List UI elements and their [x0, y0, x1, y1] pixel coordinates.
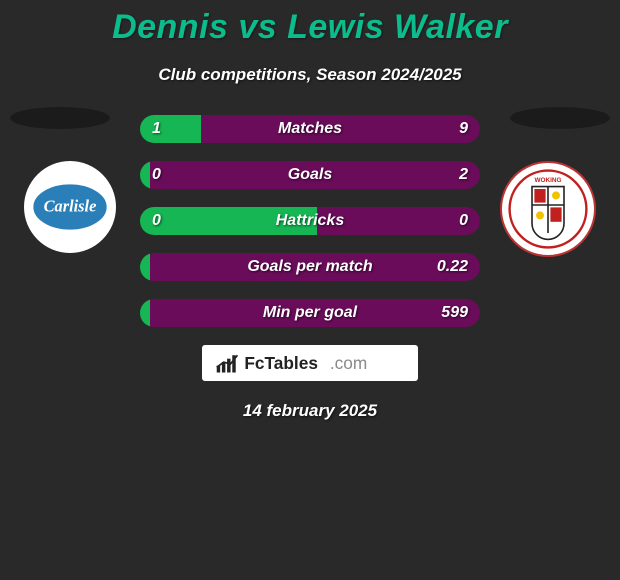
stat-bar: 0Hattricks0 — [140, 207, 480, 235]
subtitle: Club competitions, Season 2024/2025 — [0, 65, 620, 85]
stat-row: 0Hattricks0 — [140, 207, 480, 235]
date-text: 14 february 2025 — [0, 401, 620, 421]
svg-text:Carlisle: Carlisle — [44, 197, 97, 216]
club-badge-right: WOKING — [500, 161, 596, 257]
svg-text:WOKING: WOKING — [535, 177, 562, 184]
stat-bar: 1Matches9 — [140, 115, 480, 143]
stat-bars: 1Matches90Goals20Hattricks0Goals per mat… — [140, 115, 480, 327]
woking-logo-icon: WOKING — [508, 169, 588, 249]
stat-label: Hattricks — [140, 207, 480, 235]
stat-bar: 0Goals2 — [140, 161, 480, 189]
comparison-card: Dennis vs Lewis Walker Club competitions… — [0, 8, 620, 421]
stat-label: Goals — [140, 161, 480, 189]
stat-row: 0Goals2 — [140, 161, 480, 189]
club-badge-left: Carlisle — [24, 161, 116, 253]
stat-bar: Min per goal599 — [140, 299, 480, 327]
stat-label: Min per goal — [140, 299, 480, 327]
stat-value-right: 0.22 — [437, 253, 468, 281]
stat-value-right: 9 — [459, 115, 468, 143]
fctables-logo-icon: FcTables .com — [215, 350, 405, 376]
svg-text:FcTables: FcTables — [244, 353, 318, 373]
svg-text:.com: .com — [330, 353, 367, 373]
stat-value-right: 2 — [459, 161, 468, 189]
stat-label: Goals per match — [140, 253, 480, 281]
badge-shadow-right — [510, 107, 610, 129]
stat-label: Matches — [140, 115, 480, 143]
carlisle-logo-icon: Carlisle — [31, 168, 109, 246]
stat-bar: Goals per match0.22 — [140, 253, 480, 281]
page-title: Dennis vs Lewis Walker — [0, 8, 620, 47]
stat-row: 1Matches9 — [140, 115, 480, 143]
stat-row: Min per goal599 — [140, 299, 480, 327]
footer-brand[interactable]: FcTables .com — [202, 345, 418, 381]
badge-shadow-left — [10, 107, 110, 129]
stat-row: Goals per match0.22 — [140, 253, 480, 281]
main-panel: Carlisle WOKING 1Matches90Goals20Hattric… — [0, 115, 620, 421]
stat-value-right: 0 — [459, 207, 468, 235]
stat-value-right: 599 — [441, 299, 468, 327]
